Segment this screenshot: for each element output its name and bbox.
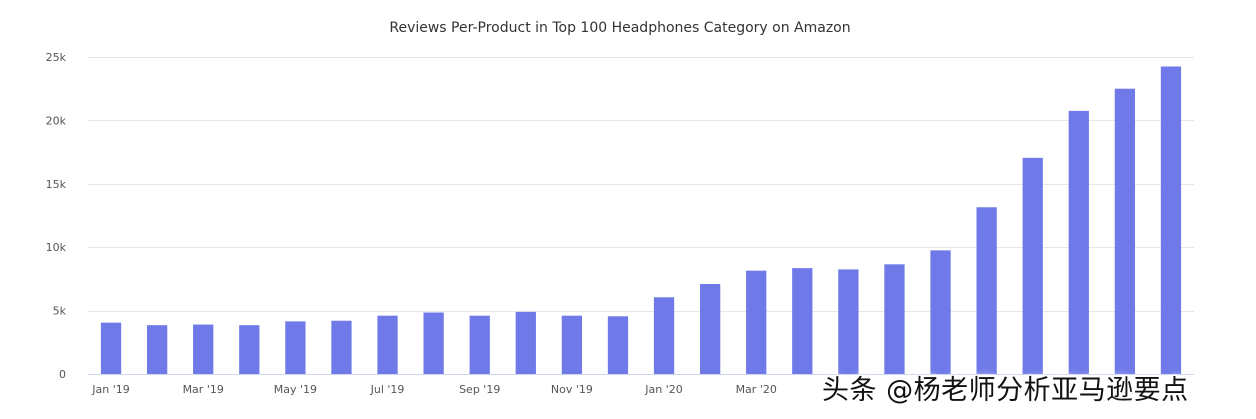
y-tick-label: 5k (53, 305, 67, 318)
y-tick-label: 15k (46, 178, 67, 191)
y-tick-label: 25k (46, 51, 67, 64)
y-tick-label: 20k (46, 114, 67, 127)
x-tick-label: Sep '19 (459, 383, 500, 396)
x-tick-label: Mar '20 (736, 383, 777, 396)
x-tick-label: Nov '19 (551, 383, 593, 396)
bar (377, 315, 398, 374)
bar (423, 312, 444, 374)
bar (331, 320, 352, 374)
bar (239, 325, 260, 374)
y-axis-ticks: 0 5k 10k 15k 20k 25k (46, 51, 67, 381)
bar (193, 324, 214, 374)
bar (746, 270, 767, 374)
x-tick-label: Mar '19 (183, 383, 224, 396)
bar (976, 207, 997, 374)
bar (653, 297, 675, 374)
bar (515, 311, 536, 374)
chart-title: Reviews Per-Product in Top 100 Headphone… (389, 20, 850, 36)
bar (1022, 157, 1043, 374)
x-tick-label: Jan '19 (91, 383, 129, 396)
bar (1114, 88, 1136, 374)
bar (285, 321, 306, 374)
bar (561, 315, 583, 374)
y-tick-label: 10k (46, 241, 67, 254)
x-axis-ticks: Jan '19 Mar '19 May '19 Jul '19 Sep '19 Nov '… (91, 383, 777, 396)
bar (146, 325, 168, 374)
bar (699, 283, 721, 374)
bar (100, 322, 122, 374)
bar (1068, 110, 1089, 374)
watermark: 头条 @杨老师分析亚马逊要点 (822, 375, 1189, 406)
y-tick-label: 0 (59, 368, 66, 381)
x-tick-label: Jan '20 (644, 383, 682, 396)
bar (1160, 66, 1182, 374)
x-tick-label: May '19 (274, 383, 317, 396)
grid-lines (88, 57, 1194, 375)
bar (607, 316, 629, 374)
bar (884, 264, 905, 374)
bars (100, 66, 1182, 374)
bar (469, 315, 490, 374)
bar (838, 269, 859, 374)
bar (792, 268, 813, 374)
x-tick-label: Jul '19 (370, 383, 405, 396)
bar (930, 250, 951, 374)
